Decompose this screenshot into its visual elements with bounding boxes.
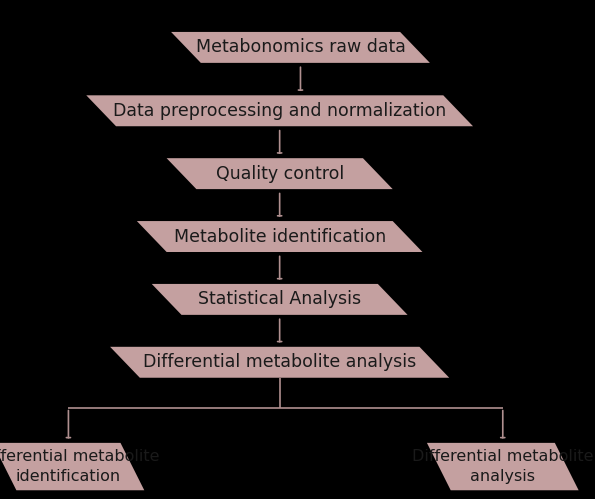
Text: Quality control: Quality control	[215, 165, 344, 183]
Polygon shape	[0, 443, 144, 490]
Text: Statistical Analysis: Statistical Analysis	[198, 290, 361, 308]
Polygon shape	[110, 347, 449, 378]
Polygon shape	[86, 95, 473, 126]
Polygon shape	[137, 221, 422, 252]
Polygon shape	[152, 284, 408, 315]
Text: Metabolite identification: Metabolite identification	[174, 228, 386, 246]
Polygon shape	[427, 443, 579, 490]
Text: Data preprocessing and normalization: Data preprocessing and normalization	[113, 102, 446, 120]
Text: Differential metabolite
identification: Differential metabolite identification	[0, 449, 159, 484]
Text: Differential metabolite analysis: Differential metabolite analysis	[143, 353, 416, 371]
Text: Metabonomics raw data: Metabonomics raw data	[196, 38, 405, 56]
Polygon shape	[167, 158, 393, 189]
Text: Differential metabolite
analysis: Differential metabolite analysis	[412, 449, 594, 484]
Polygon shape	[171, 32, 430, 63]
